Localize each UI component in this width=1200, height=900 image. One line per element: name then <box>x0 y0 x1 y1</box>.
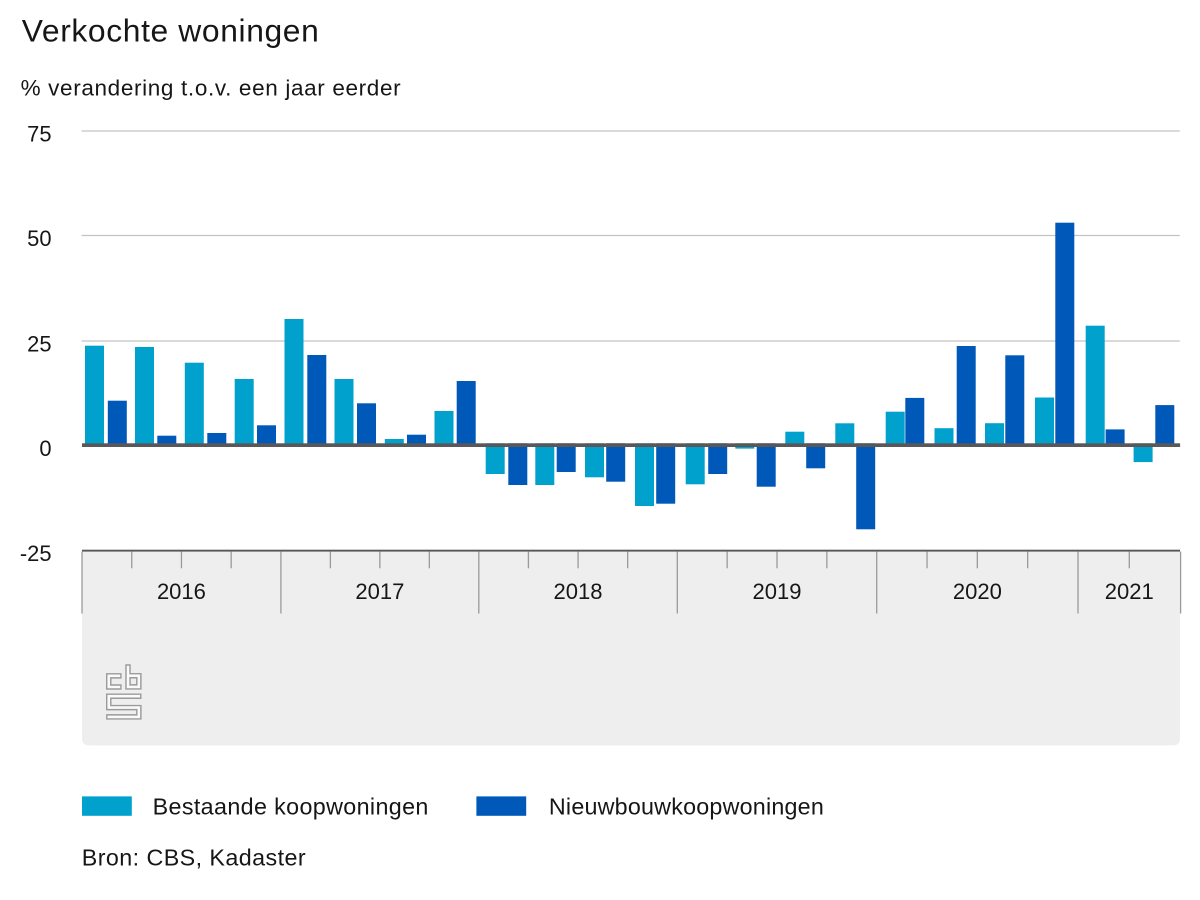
svg-text:50: 50 <box>27 226 51 251</box>
svg-text:25: 25 <box>27 332 51 357</box>
svg-text:2016: 2016 <box>157 579 206 604</box>
svg-text:2019: 2019 <box>753 579 802 604</box>
svg-text:2018: 2018 <box>554 579 603 604</box>
svg-text:2017: 2017 <box>355 579 404 604</box>
svg-text:2021: 2021 <box>1105 579 1154 604</box>
svg-text:Bestaande koopwoningen: Bestaande koopwoningen <box>153 793 429 819</box>
svg-text:0: 0 <box>39 436 51 461</box>
svg-text:Verkochte woningen: Verkochte woningen <box>22 13 319 49</box>
svg-text:Bron: CBS, Kadaster: Bron: CBS, Kadaster <box>82 845 306 871</box>
svg-text:2020: 2020 <box>953 579 1002 604</box>
svg-text:Nieuwbouwkoopwoningen: Nieuwbouwkoopwoningen <box>549 793 824 819</box>
svg-text:% verandering t.o.v. een jaar: % verandering t.o.v. een jaar eerder <box>21 75 402 100</box>
svg-text:-25: -25 <box>20 541 52 566</box>
svg-text:75: 75 <box>27 122 51 147</box>
